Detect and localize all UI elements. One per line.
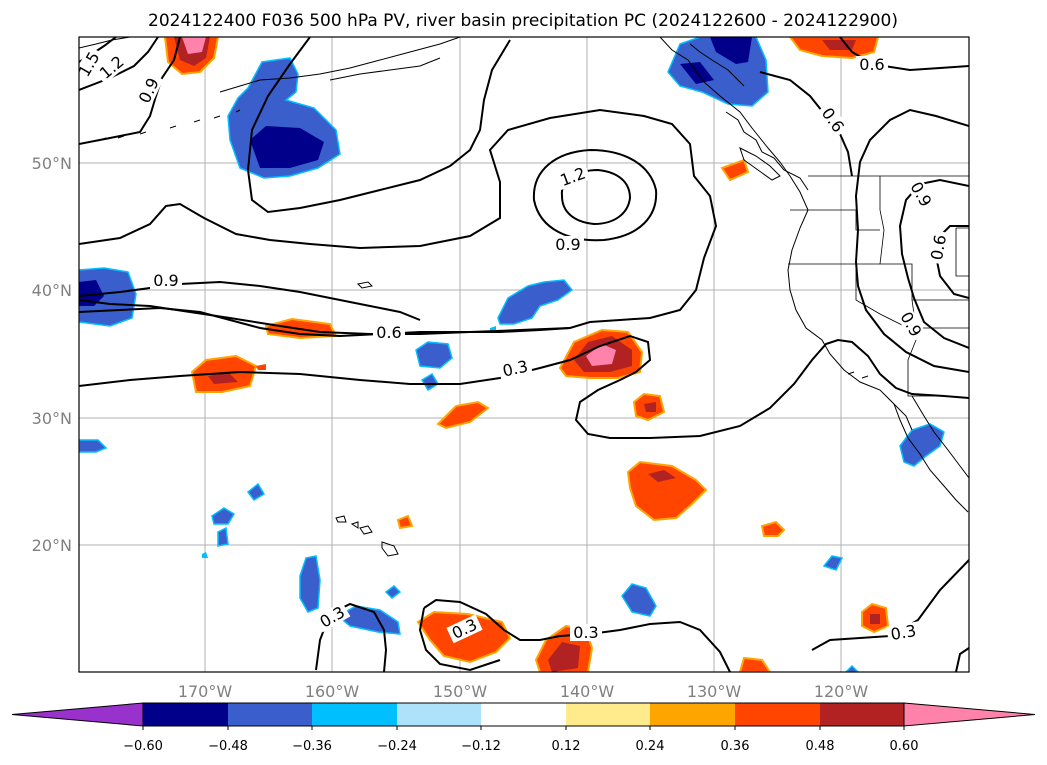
colorbar-tick-label: −0.36 bbox=[292, 739, 332, 754]
graticule bbox=[79, 37, 969, 672]
lon-tick-label: 130°W bbox=[687, 682, 742, 701]
lon-tick-label: 140°W bbox=[560, 682, 615, 701]
contour-label: 0.6 bbox=[927, 233, 950, 261]
lon-tick-label: 120°W bbox=[814, 682, 869, 701]
colorbar-extend-high bbox=[903, 702, 1036, 727]
colorbar-extend-low bbox=[11, 702, 144, 727]
colorbar-tick-label: −0.12 bbox=[461, 739, 501, 754]
colorbar: −0.60 −0.48 −0.36 −0.24 −0.12 0.12 0.24 0.36 0.4… bbox=[11, 702, 1036, 754]
lat-tick-label: 20°N bbox=[32, 536, 72, 555]
colorbar-segment bbox=[566, 703, 650, 726]
coastlines bbox=[79, 37, 969, 557]
colorbar-tick-label: 0.24 bbox=[636, 739, 665, 754]
lon-tick-label: 170°W bbox=[178, 682, 233, 701]
contour-label: 0.3 bbox=[501, 357, 530, 381]
colorbar-tick-label: 0.60 bbox=[890, 739, 919, 754]
contour-label: 0.3 bbox=[889, 621, 917, 644]
contour-label: 0.6 bbox=[859, 55, 884, 74]
colorbar-segment bbox=[312, 703, 397, 726]
map-area bbox=[79, 37, 969, 672]
colorbar-segment bbox=[228, 703, 312, 726]
colorbar-segment bbox=[397, 703, 481, 726]
contour-label: 0.9 bbox=[153, 271, 178, 290]
precip-negative-anomalies bbox=[79, 37, 945, 672]
map-frame bbox=[78, 36, 970, 673]
lat-tick-label: 40°N bbox=[32, 281, 72, 300]
map-title: 2024122400 F036 500 hPa PV, river basin … bbox=[148, 11, 898, 31]
colorbar-tick-label: 0.12 bbox=[552, 739, 581, 754]
colorbar-frame bbox=[142, 702, 905, 727]
colorbar-tick-label: −0.48 bbox=[208, 739, 248, 754]
longitude-tick-labels: 170°W 160°W 150°W 140°W 130°W 120°W bbox=[178, 682, 869, 701]
lat-tick-label: 50°N bbox=[32, 154, 72, 173]
lon-tick-label: 160°W bbox=[305, 682, 360, 701]
colorbar-segment bbox=[650, 703, 735, 726]
contour-label: 0.6 bbox=[376, 323, 401, 342]
latitude-tick-labels: 50°N 40°N 30°N 20°N bbox=[32, 154, 72, 555]
colorbar-tick-label: −0.24 bbox=[377, 739, 417, 754]
contour-label: 0.9 bbox=[555, 235, 580, 254]
lat-tick-label: 30°N bbox=[32, 409, 72, 428]
colorbar-segment bbox=[820, 703, 904, 726]
colorbar-tick-label: −0.60 bbox=[123, 739, 163, 754]
contour-label: 0.3 bbox=[573, 623, 598, 642]
colorbar-tick-label: 0.36 bbox=[721, 739, 750, 754]
colorbar-segment bbox=[735, 703, 820, 726]
colorbar-segment bbox=[143, 703, 228, 726]
lon-tick-label: 150°W bbox=[433, 682, 488, 701]
colorbar-segment bbox=[481, 703, 566, 726]
colorbar-tick-label: 0.48 bbox=[806, 739, 835, 754]
